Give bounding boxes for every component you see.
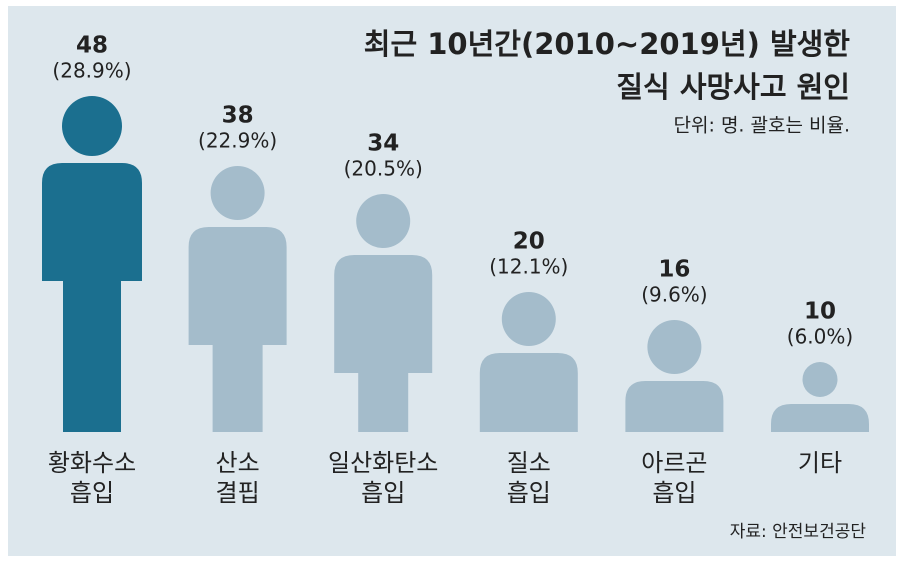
value-label: 20 bbox=[513, 229, 545, 255]
x-tick-label: 아르곤 bbox=[641, 449, 707, 477]
x-tick-label: 황화수소 bbox=[48, 449, 136, 477]
figure-bar bbox=[42, 96, 142, 432]
percent-label: (6.0%) bbox=[787, 325, 853, 349]
chart-subtitle: 단위: 명. 괄호는 비율. bbox=[674, 115, 850, 137]
background bbox=[8, 6, 896, 556]
x-tick-label: 기타 bbox=[798, 449, 842, 477]
figure-bar bbox=[334, 194, 433, 432]
source: 자료: 안전보건공단 bbox=[730, 522, 867, 542]
value-label: 10 bbox=[804, 299, 836, 325]
x-tick-label: 질소 bbox=[507, 449, 551, 477]
x-tick-label: 흡입 bbox=[361, 479, 405, 507]
x-tick-label: 흡입 bbox=[70, 479, 114, 507]
percent-label: (20.5%) bbox=[344, 157, 423, 181]
chart-title: 최근 10년간(2010~2019년) 발생한 bbox=[364, 27, 851, 61]
percent-label: (12.1%) bbox=[489, 255, 568, 279]
value-label: 16 bbox=[658, 257, 690, 283]
percent-label: (22.9%) bbox=[198, 129, 277, 153]
figure-bar bbox=[625, 320, 724, 432]
value-label: 38 bbox=[222, 103, 254, 129]
value-label: 34 bbox=[367, 131, 399, 157]
x-tick-label: 흡입 bbox=[507, 479, 551, 507]
percent-label: (9.6%) bbox=[641, 283, 707, 307]
figure-bar bbox=[188, 166, 287, 432]
x-tick-label: 결핍 bbox=[216, 479, 260, 507]
chart-title: 질식 사망사고 원인 bbox=[616, 70, 850, 104]
x-tick-label: 산소 bbox=[216, 449, 260, 477]
figure-bar bbox=[479, 292, 578, 432]
x-tick-label: 흡입 bbox=[652, 479, 696, 507]
x-tick-label: 일산화탄소 bbox=[328, 449, 438, 477]
percent-label: (28.9%) bbox=[52, 59, 131, 83]
value-label: 48 bbox=[76, 33, 108, 59]
figure-bar bbox=[771, 362, 869, 432]
